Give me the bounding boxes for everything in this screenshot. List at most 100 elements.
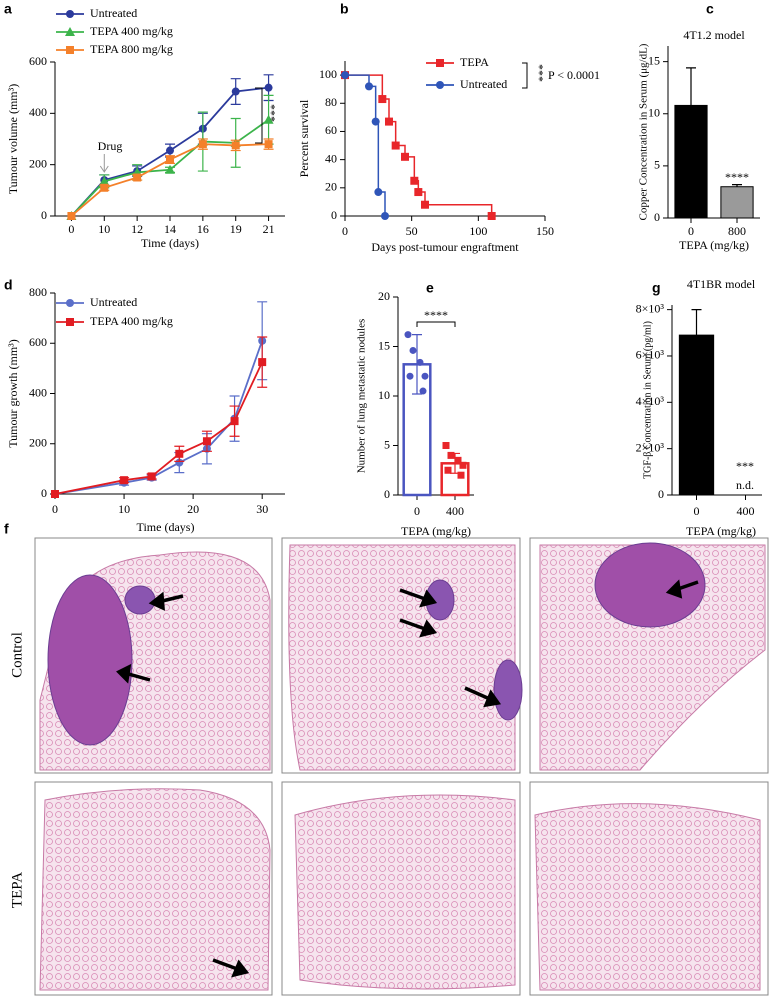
marker (65, 27, 75, 36)
legend-label: TEPA 400 mg/kg (90, 24, 173, 38)
x-tick-label: 0 (414, 504, 420, 518)
annotation: **** (424, 308, 448, 322)
x-axis-title: Time (days) (137, 520, 195, 534)
chart: a 0 200 400 600 0 10 12 14 16 19 21 Tumour volume (m… (4, 1, 285, 250)
data-point (459, 461, 467, 469)
marker (401, 152, 409, 161)
data-point (416, 358, 424, 366)
y-tick-label: 10 (648, 106, 660, 120)
y-tick-label: 8×10³ (636, 301, 665, 315)
x-tick-label: 0 (68, 222, 74, 236)
data-point (444, 466, 452, 474)
y-tick-label: 200 (29, 436, 47, 450)
chart: d 0 200 400 600 800 0 10 20 30 Tumour growth (mm³)… (4, 277, 285, 534)
y-tick-label: 6×10³ (636, 348, 665, 362)
annotation: **** (725, 170, 749, 184)
marker (264, 140, 273, 149)
tumour (124, 585, 156, 615)
marker (385, 117, 393, 126)
marker (100, 183, 109, 192)
data-point (421, 372, 429, 380)
chart-title: 4T1.2 model (683, 28, 745, 42)
marker (231, 141, 240, 150)
marker (258, 358, 267, 367)
bar (674, 104, 708, 219)
chart: c 4T1.2 model 0 5 10 15 0 800 Copper Concentrati… (638, 1, 760, 252)
data-point (419, 387, 427, 395)
data-point (447, 451, 455, 459)
drug-arrow (99, 154, 109, 173)
panel-label: d (4, 277, 13, 293)
x-tick-label: 12 (131, 222, 143, 236)
marker (381, 212, 389, 220)
y-axis-title: TGF-β Concentration in Serum (pg/ml) (642, 321, 653, 479)
y-tick-label: 0 (384, 487, 390, 501)
y-tick-label: 80 (325, 95, 337, 109)
x-tick-label: 50 (406, 224, 418, 238)
marker (371, 117, 380, 126)
y-tick-label: 4×10³ (636, 394, 665, 408)
marker (421, 200, 429, 209)
marker (391, 141, 400, 150)
chart-title: 4T1BR model (687, 277, 756, 291)
annotation: *** (264, 104, 278, 122)
tissue (288, 544, 516, 771)
data-point (409, 346, 417, 354)
x-tick-label: 30 (256, 502, 268, 516)
marker (341, 71, 349, 80)
x-tick-label: 400 (446, 504, 464, 518)
x-axis-title: TEPA (mg/kg) (401, 524, 471, 538)
annotation: *** (736, 459, 754, 473)
marker (66, 10, 74, 18)
annotation: Drug (98, 139, 123, 153)
y-tick-label: 400 (29, 105, 47, 119)
marker (378, 95, 387, 104)
error-bar (686, 67, 696, 106)
significance-bracket (416, 321, 456, 327)
chart: b 0 20 40 60 80 100 0 50 100 150 Percent survival Da… (297, 1, 600, 254)
x-axis-title: TEPA (mg/kg) (686, 524, 756, 538)
y-tick-label: 5 (654, 158, 660, 172)
y-tick-label: 600 (29, 335, 47, 349)
y-tick-label: 20 (325, 180, 337, 194)
row-label: TEPA (9, 872, 25, 908)
error-bar (691, 309, 702, 336)
y-tick-label: 40 (325, 151, 337, 165)
y-tick-label: 100 (319, 67, 337, 81)
bar (678, 334, 715, 496)
data-point (457, 471, 465, 479)
marker (66, 46, 74, 54)
x-tick-label: 800 (728, 224, 746, 238)
x-tick-label: 100 (469, 224, 487, 238)
marker (263, 114, 274, 124)
tissue (39, 788, 271, 991)
y-tick-label: 200 (29, 156, 47, 170)
marker (166, 146, 174, 155)
y-tick-label: 400 (29, 385, 47, 399)
marker (67, 212, 76, 220)
x-tick-label: 0 (688, 224, 694, 238)
marker (230, 417, 239, 426)
marker (198, 140, 207, 149)
marker (374, 188, 383, 197)
row-label: Control (9, 632, 25, 678)
tissue (294, 794, 516, 990)
marker (165, 164, 175, 174)
x-axis-title: TEPA (mg/kg) (679, 238, 749, 252)
x-tick-label: 150 (536, 224, 554, 238)
y-axis-title: Tumour growth (mm³) (6, 339, 20, 448)
y-tick-label: 20 (378, 289, 390, 303)
bar (402, 363, 432, 497)
marker (147, 472, 156, 481)
marker (436, 59, 444, 67)
legend-label: TEPA 400 mg/kg (90, 314, 173, 328)
panel-label: g (652, 280, 661, 296)
x-tick-label: 0 (52, 502, 58, 516)
x-tick-label: 20 (187, 502, 199, 516)
chart: g 4T1BR model 0 2×10³ 4×10³ 6×10³ 8×10³ 0 400 TGF… (636, 277, 762, 538)
legend-label: TEPA (460, 55, 489, 69)
marker (175, 449, 184, 458)
marker (410, 176, 419, 185)
x-tick-label: 21 (263, 222, 275, 236)
